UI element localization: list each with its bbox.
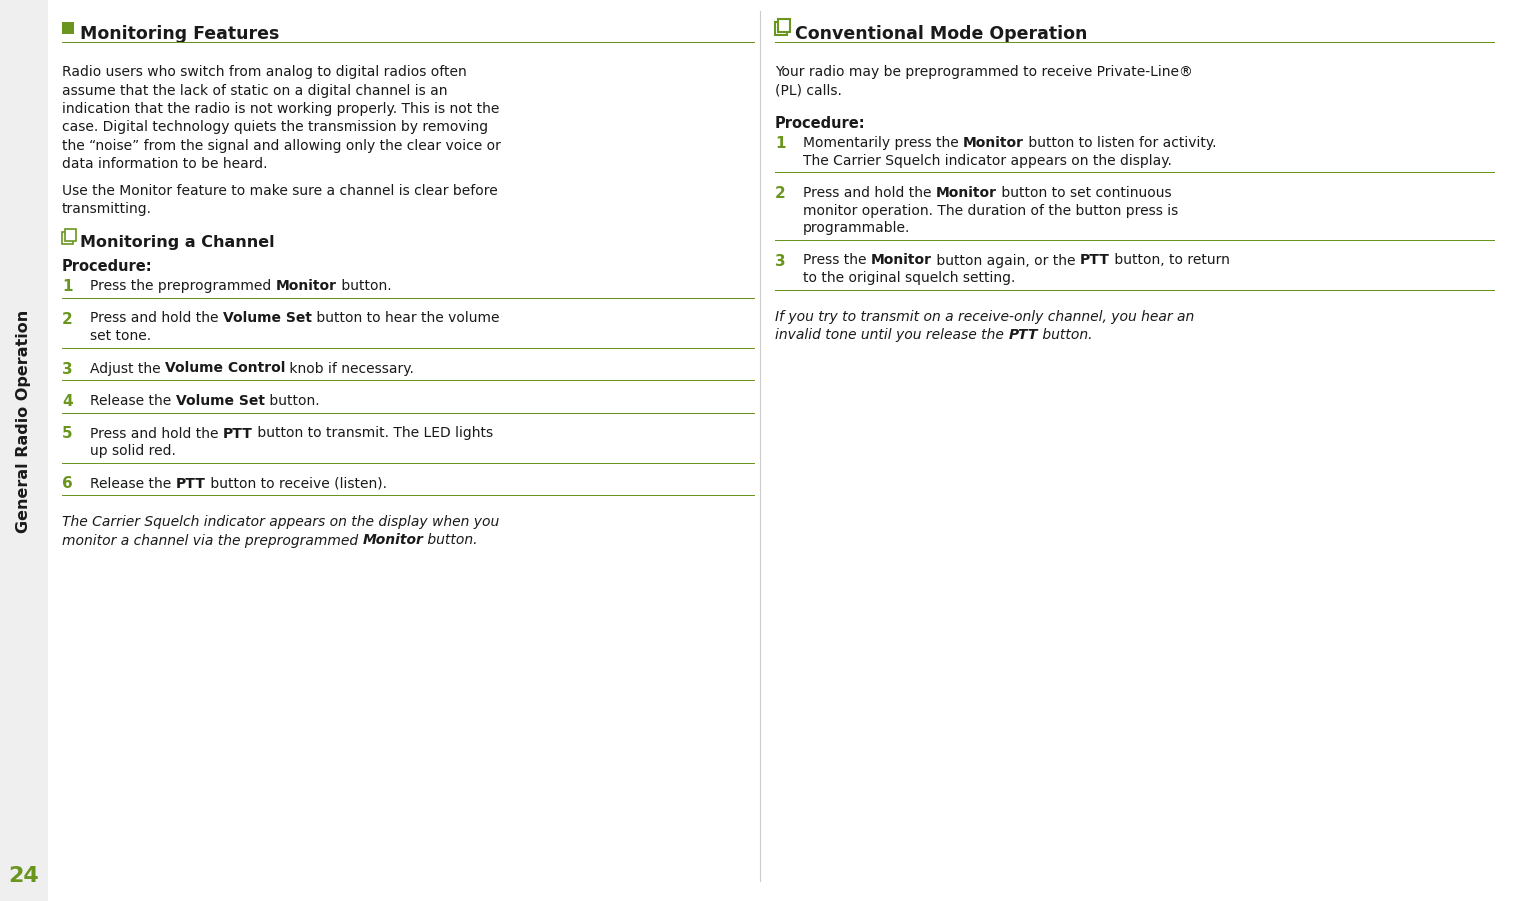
- Bar: [775, 172, 1495, 173]
- Text: (PL) calls.: (PL) calls.: [775, 84, 841, 97]
- Text: 3: 3: [62, 361, 73, 377]
- Bar: [62, 462, 755, 463]
- Text: Release the: Release the: [89, 477, 176, 490]
- Text: button.: button.: [336, 279, 392, 293]
- Text: button to set continuous: button to set continuous: [997, 186, 1171, 200]
- Text: to the original squelch setting.: to the original squelch setting.: [803, 271, 1015, 285]
- Bar: [62, 41, 755, 43]
- Text: 5: 5: [62, 426, 73, 441]
- Text: data information to be heard.: data information to be heard.: [62, 158, 268, 171]
- Text: Press and hold the: Press and hold the: [803, 186, 937, 200]
- Text: 24: 24: [9, 866, 39, 886]
- Text: The Carrier Squelch indicator appears on the display when you: The Carrier Squelch indicator appears on…: [62, 515, 499, 529]
- Text: Release the: Release the: [89, 394, 176, 408]
- Text: PTT: PTT: [1008, 328, 1038, 342]
- Bar: [62, 413, 755, 414]
- Bar: [775, 240, 1495, 241]
- Text: Your radio may be preprogrammed to receive Private-Line®: Your radio may be preprogrammed to recei…: [775, 65, 1192, 79]
- Text: programmable.: programmable.: [803, 221, 911, 235]
- Text: Procedure:: Procedure:: [775, 116, 865, 131]
- Bar: [62, 380, 755, 381]
- Text: button to transmit. The LED lights: button to transmit. The LED lights: [253, 426, 493, 441]
- Text: If you try to transmit on a receive-only channel, you hear an: If you try to transmit on a receive-only…: [775, 310, 1194, 323]
- Bar: [62, 22, 74, 34]
- Text: button to receive (listen).: button to receive (listen).: [206, 477, 386, 490]
- Text: Momentarily press the: Momentarily press the: [803, 136, 964, 150]
- Text: the “noise” from the signal and allowing only the clear voice or: the “noise” from the signal and allowing…: [62, 139, 501, 153]
- Text: button again, or the: button again, or the: [932, 253, 1080, 268]
- Text: button to listen for activity.: button to listen for activity.: [1024, 136, 1216, 150]
- Text: monitor operation. The duration of the button press is: monitor operation. The duration of the b…: [803, 204, 1179, 217]
- Text: Press the preprogrammed: Press the preprogrammed: [89, 279, 275, 293]
- Bar: [62, 232, 73, 244]
- Text: Monitor: Monitor: [964, 136, 1024, 150]
- Text: 2: 2: [62, 312, 73, 326]
- Text: Conventional Mode Operation: Conventional Mode Operation: [794, 25, 1088, 43]
- Text: Monitor: Monitor: [275, 279, 336, 293]
- Text: PTT: PTT: [1080, 253, 1109, 268]
- Text: transmitting.: transmitting.: [62, 203, 151, 216]
- Text: Radio users who switch from analog to digital radios often: Radio users who switch from analog to di…: [62, 65, 466, 79]
- Text: Monitor: Monitor: [937, 186, 997, 200]
- Text: 1: 1: [62, 279, 73, 294]
- Text: 6: 6: [62, 477, 73, 492]
- Bar: [62, 348, 755, 349]
- Text: Monitor: Monitor: [363, 533, 424, 548]
- Text: Press the: Press the: [803, 253, 871, 268]
- Text: PTT: PTT: [176, 477, 206, 490]
- Text: 4: 4: [62, 394, 73, 409]
- Text: General Radio Operation: General Radio Operation: [17, 309, 32, 532]
- Text: 1: 1: [775, 136, 785, 151]
- Text: invalid tone until you release the: invalid tone until you release the: [775, 328, 1008, 342]
- Bar: [775, 22, 787, 35]
- Text: 2: 2: [775, 186, 785, 201]
- Text: button, to return: button, to return: [1109, 253, 1230, 268]
- Text: PTT: PTT: [222, 426, 253, 441]
- Text: Press and hold the: Press and hold the: [89, 426, 222, 441]
- Text: Use the Monitor feature to make sure a channel is clear before: Use the Monitor feature to make sure a c…: [62, 184, 498, 198]
- Text: Procedure:: Procedure:: [62, 259, 153, 274]
- Text: knob if necessary.: knob if necessary.: [286, 361, 415, 376]
- Text: Monitoring Features: Monitoring Features: [80, 25, 280, 43]
- Bar: [778, 19, 790, 32]
- Text: button.: button.: [1038, 328, 1092, 342]
- Bar: [775, 41, 1495, 43]
- Text: assume that the lack of static on a digital channel is an: assume that the lack of static on a digi…: [62, 84, 448, 97]
- Text: 3: 3: [775, 253, 785, 268]
- Text: button.: button.: [265, 394, 319, 408]
- Text: Monitoring a Channel: Monitoring a Channel: [80, 235, 275, 250]
- Text: indication that the radio is not working properly. This is not the: indication that the radio is not working…: [62, 102, 499, 116]
- Bar: [65, 229, 76, 241]
- Text: Adjust the: Adjust the: [89, 361, 165, 376]
- Text: up solid red.: up solid red.: [89, 444, 176, 458]
- Text: Volume Set: Volume Set: [176, 394, 265, 408]
- Text: case. Digital technology quiets the transmission by removing: case. Digital technology quiets the tran…: [62, 121, 489, 134]
- Text: Monitor: Monitor: [871, 253, 932, 268]
- Text: Press and hold the: Press and hold the: [89, 312, 222, 325]
- Text: monitor a channel via the preprogrammed: monitor a channel via the preprogrammed: [62, 533, 363, 548]
- Bar: [775, 289, 1495, 290]
- Bar: [62, 495, 755, 496]
- Text: button to hear the volume: button to hear the volume: [312, 312, 499, 325]
- Text: button.: button.: [424, 533, 478, 548]
- Text: Volume Set: Volume Set: [222, 312, 312, 325]
- Bar: [62, 297, 755, 298]
- Text: The Carrier Squelch indicator appears on the display.: The Carrier Squelch indicator appears on…: [803, 153, 1173, 168]
- Text: Volume Control: Volume Control: [165, 361, 286, 376]
- Text: set tone.: set tone.: [89, 329, 151, 343]
- Bar: [0, 0, 48, 901]
